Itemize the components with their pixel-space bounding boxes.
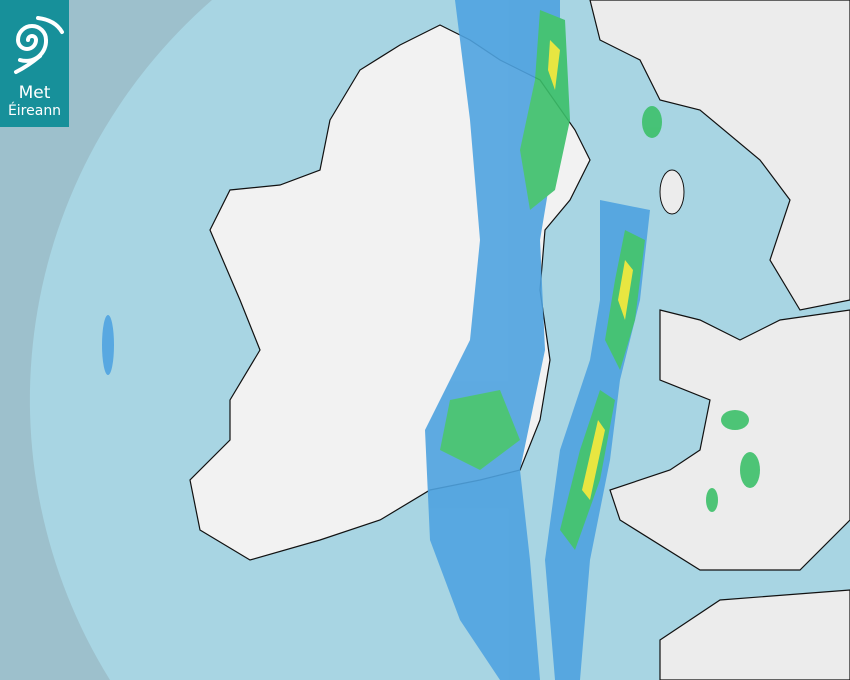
isle-of-man (659, 169, 685, 215)
rain-wales-3 (706, 488, 718, 512)
logo-text-eireann: Éireann (7, 103, 62, 119)
rain-echoes (102, 0, 760, 680)
logo-text-met: Met (18, 83, 51, 103)
rain-atlantic (102, 315, 114, 375)
met-eireann-logo: Met Éireann (0, 0, 69, 127)
rain-moderate-southeast (440, 390, 520, 470)
wales-england-landmass (609, 309, 850, 571)
rain-wales-2 (740, 452, 760, 488)
scotland-landmass (589, 0, 850, 311)
southwest-england-landmass (659, 589, 850, 680)
rain-wales-1 (721, 410, 749, 430)
met-eireann-spiral-logo-icon (14, 16, 64, 74)
rain-scotland (642, 106, 662, 138)
